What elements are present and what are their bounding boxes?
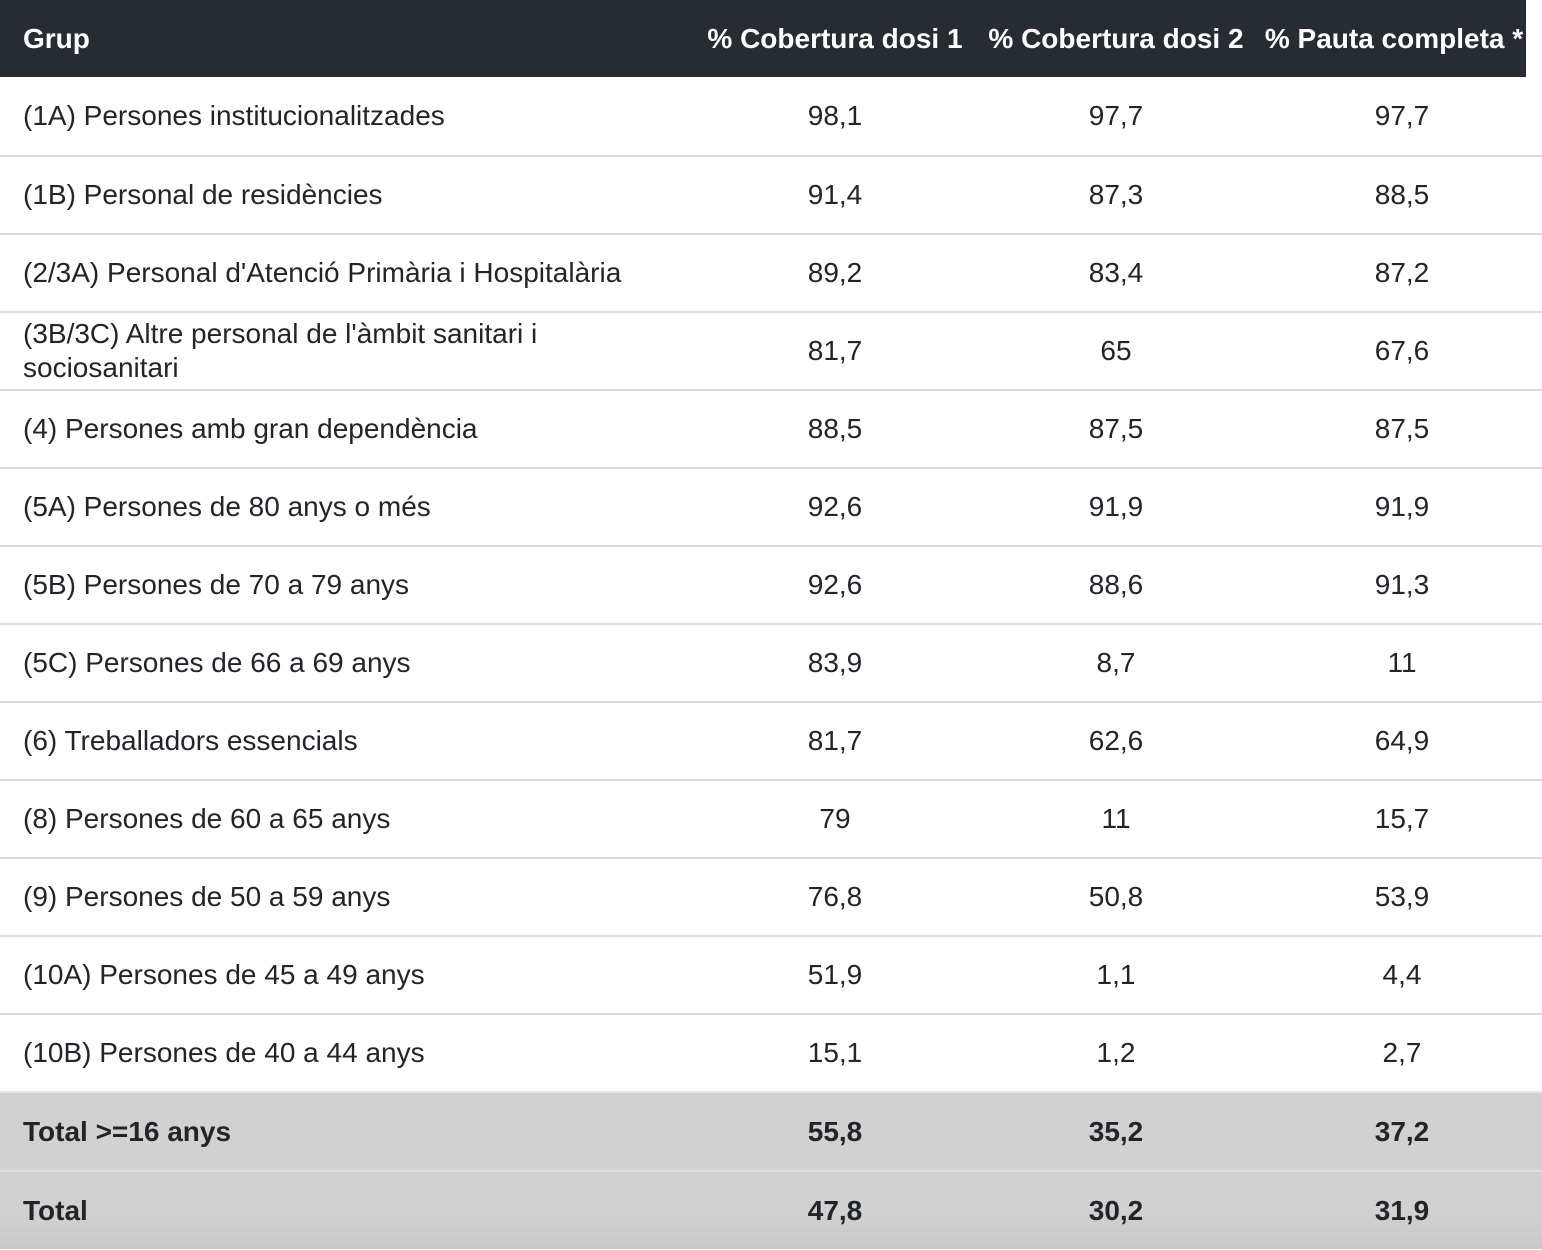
dosi1-cell: 83,9: [807, 647, 863, 679]
dosi2-cell: 87,5: [1088, 413, 1144, 445]
table-row: (3B/3C) Altre personal de l'àmbit sanita…: [0, 311, 1542, 389]
dosi2-cell: 8,7: [1096, 647, 1136, 679]
dosi1-cell: 92,6: [807, 491, 863, 523]
dosi2-cell: 88,6: [1088, 569, 1144, 601]
table-row: (10A) Persones de 45 a 49 anys 51,9 1,1 …: [0, 935, 1542, 1013]
group-cell: (1B) Personal de residències: [23, 179, 383, 211]
group-cell: (4) Persones amb gran dependència: [23, 413, 478, 445]
table-header-row: Grup % Cobertura dosi 1 % Cobertura dosi…: [0, 0, 1526, 77]
table-row: (5B) Persones de 70 a 79 anys 92,6 88,6 …: [0, 545, 1542, 623]
dosi1-cell: 51,9: [807, 959, 863, 991]
table-row: (4) Persones amb gran dependència 88,5 8…: [0, 389, 1542, 467]
pauta-cell: 37,2: [1374, 1115, 1430, 1147]
table-row: (5C) Persones de 66 a 69 anys 83,9 8,7 1…: [0, 623, 1542, 701]
table-row: (10B) Persones de 40 a 44 anys 15,1 1,2 …: [0, 1013, 1542, 1091]
dosi2-cell: 1,2: [1096, 1037, 1136, 1069]
dosi1-cell: 79: [819, 803, 851, 835]
table-row: (8) Persones de 60 a 65 anys 79 11 15,7: [0, 779, 1542, 857]
pauta-cell: 67,6: [1374, 335, 1430, 367]
dosi2-column-header: % Cobertura dosi 2: [988, 22, 1244, 54]
dosi2-cell: 50,8: [1088, 881, 1144, 913]
dosi2-cell: 87,3: [1088, 179, 1144, 211]
pauta-cell: 2,7: [1382, 1037, 1422, 1069]
dosi1-cell: 81,7: [807, 335, 863, 367]
group-cell: (10B) Persones de 40 a 44 anys: [23, 1037, 425, 1069]
total-16-row: Total >=16 anys 55,8 35,2 37,2: [0, 1091, 1542, 1170]
dosi1-cell: 91,4: [807, 179, 863, 211]
grup-column-header: Grup: [23, 22, 90, 54]
table-row: (1A) Persones institucionalitzades 98,1 …: [0, 77, 1542, 155]
group-cell: (10A) Persones de 45 a 49 anys: [23, 959, 425, 991]
pauta-cell: 87,2: [1374, 257, 1430, 289]
dosi2-cell: 65: [1100, 335, 1132, 367]
group-cell: (6) Treballadors essencials: [23, 725, 358, 757]
table-row: (6) Treballadors essencials 81,7 62,6 64…: [0, 701, 1542, 779]
pauta-cell: 97,7: [1374, 100, 1430, 132]
dosi2-cell: 83,4: [1088, 257, 1144, 289]
group-cell: Total >=16 anys: [23, 1115, 232, 1147]
pauta-cell: 4,4: [1382, 959, 1422, 991]
group-cell: (8) Persones de 60 a 65 anys: [23, 803, 391, 835]
pauta-cell: 64,9: [1374, 725, 1430, 757]
dosi1-cell: 92,6: [807, 569, 863, 601]
pauta-cell: 91,3: [1374, 569, 1430, 601]
dosi2-cell: 91,9: [1088, 491, 1144, 523]
dosi2-cell: 30,2: [1088, 1194, 1144, 1226]
table-row: (2/3A) Personal d'Atenció Primària i Hos…: [0, 233, 1542, 311]
dosi1-cell: 98,1: [807, 100, 863, 132]
group-cell: (9) Persones de 50 a 59 anys: [23, 881, 391, 913]
dosi1-cell: 76,8: [807, 881, 863, 913]
dosi2-cell: 35,2: [1088, 1115, 1144, 1147]
pauta-cell: 88,5: [1374, 179, 1430, 211]
pauta-column-header: % Pauta completa *: [1264, 22, 1524, 54]
dosi2-cell: 11: [1101, 803, 1131, 835]
group-cell: (5C) Persones de 66 a 69 anys: [23, 647, 411, 679]
group-cell: (3B/3C) Altre personal de l'àmbit sanita…: [23, 318, 538, 383]
pauta-cell: 91,9: [1374, 491, 1430, 523]
group-cell: (5B) Persones de 70 a 79 anys: [23, 569, 410, 601]
dosi1-cell: 47,8: [807, 1194, 863, 1226]
dosi1-column-header: % Cobertura dosi 1: [707, 22, 963, 54]
pauta-cell: 11: [1387, 647, 1417, 679]
pauta-cell: 31,9: [1374, 1194, 1430, 1226]
dosi2-cell: 1,1: [1096, 959, 1136, 991]
dosi1-cell: 55,8: [807, 1115, 863, 1147]
group-cell: (2/3A) Personal d'Atenció Primària i Hos…: [23, 257, 622, 289]
total-row: Total 47,8 30,2 31,9: [0, 1170, 1542, 1249]
dosi2-cell: 97,7: [1088, 100, 1144, 132]
pauta-cell: 15,7: [1374, 803, 1430, 835]
dosi1-cell: 15,1: [807, 1037, 863, 1069]
dosi2-cell: 62,6: [1088, 725, 1144, 757]
dosi1-cell: 81,7: [807, 725, 863, 757]
group-cell: Total: [23, 1194, 88, 1226]
pauta-cell: 53,9: [1374, 881, 1430, 913]
dosi1-cell: 88,5: [807, 413, 863, 445]
group-cell: (5A) Persones de 80 anys o més: [23, 491, 431, 523]
table-row: (1B) Personal de residències 91,4 87,3 8…: [0, 155, 1542, 233]
table-row: (9) Persones de 50 a 59 anys 76,8 50,8 5…: [0, 857, 1542, 935]
table-row: (5A) Persones de 80 anys o més 92,6 91,9…: [0, 467, 1542, 545]
dosi1-cell: 89,2: [807, 257, 863, 289]
group-cell: (1A) Persones institucionalitzades: [23, 100, 445, 132]
pauta-cell: 87,5: [1374, 413, 1430, 445]
table-body: (1A) Persones institucionalitzades 98,1 …: [0, 77, 1542, 1249]
